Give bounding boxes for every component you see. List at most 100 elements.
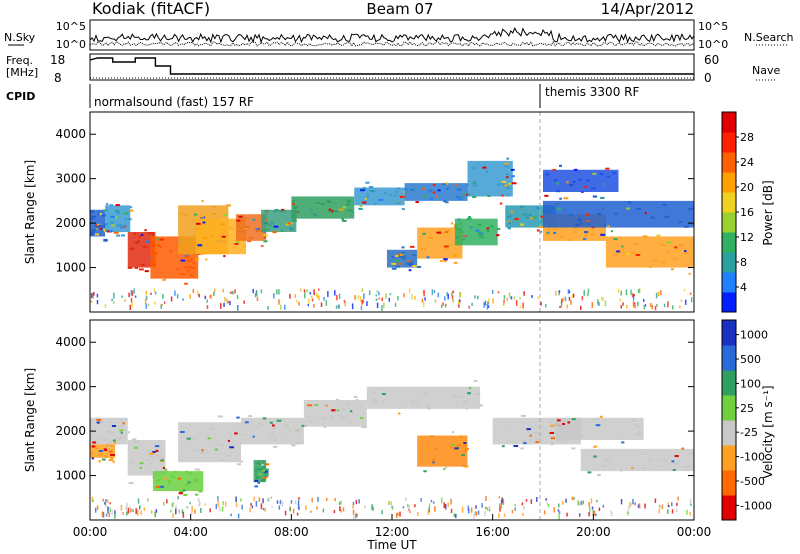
velocity-scatter-cell	[229, 435, 232, 438]
velocity-scatter-cell	[261, 469, 266, 472]
power-scatter-cell	[346, 200, 352, 203]
velocity-ground-speckle	[523, 506, 525, 510]
power-scatter-cell	[443, 260, 446, 263]
power-scatter-cell	[456, 188, 462, 191]
power-scatter-cell	[281, 229, 284, 232]
velocity-ground-speckle	[217, 501, 220, 508]
power-scatter-cell	[180, 259, 186, 262]
power-ground-speckle	[206, 299, 209, 303]
velocity-ground-speckle	[111, 509, 113, 515]
velocity-scatter-cell	[108, 450, 113, 453]
velocity-ground-speckle	[545, 498, 547, 501]
velocity-scatter-cell	[112, 460, 115, 463]
power-scatter-cell	[328, 210, 333, 213]
power-ground-speckle	[437, 292, 440, 298]
velocity-scatter-cell	[260, 479, 264, 482]
velocity-colorbar-tick-label: -1000	[740, 499, 772, 512]
velocity-scatter-cell	[186, 443, 189, 446]
power-ground-speckle	[375, 298, 378, 302]
power-scatter-cell	[192, 262, 196, 265]
power-ground-speckle	[568, 290, 571, 293]
velocity-scatter-cell	[349, 410, 353, 413]
velocity-ground-speckle	[364, 505, 366, 509]
velocity-ground-speckle	[102, 498, 105, 502]
power-ytick-label: 1000	[55, 261, 86, 275]
velocity-scatter-cell	[533, 432, 539, 435]
power-ground-speckle	[570, 300, 572, 305]
velocity-scatter-cell	[119, 418, 122, 421]
velocity-scatter-cell	[462, 444, 468, 447]
power-colorbar-segment	[722, 112, 736, 133]
velocity-ground-speckle	[579, 513, 581, 517]
velocity-ground-speckle	[577, 500, 579, 506]
velocity-ground-speckle	[264, 507, 266, 512]
power-scatter-cell	[369, 189, 374, 192]
velocity-scatter-cell	[264, 463, 270, 466]
power-scatter-cell	[614, 253, 618, 256]
velocity-ground-speckle	[390, 501, 392, 506]
power-ground-speckle	[121, 295, 123, 298]
velocity-scatter-cell	[510, 430, 513, 433]
power-scatter-cell	[184, 214, 187, 217]
power-scatter-cell	[313, 214, 318, 217]
power-ground-speckle	[362, 300, 364, 303]
power-ground-speckle	[633, 302, 636, 305]
power-scatter-cell	[445, 231, 449, 234]
velocity-scatter-cell	[194, 493, 199, 496]
power-scatter-cell	[189, 260, 192, 263]
velocity-ground-speckle	[356, 513, 358, 517]
power-scatter-cell	[266, 228, 270, 231]
power-ground-speckle	[671, 305, 674, 310]
power-scatter-cell	[475, 229, 480, 232]
power-scatter-cell	[408, 269, 412, 272]
velocity-ground-speckle	[588, 502, 590, 508]
power-scatter-band	[605, 236, 694, 268]
power-scatter-cell	[586, 179, 590, 182]
power-scatter-cell	[545, 173, 550, 176]
power-ground-speckle	[397, 295, 399, 301]
power-ground-speckle	[597, 299, 599, 305]
velocity-ground-speckle	[676, 502, 678, 506]
velocity-ground-speckle	[414, 504, 416, 508]
velocity-scatter-cell	[194, 468, 200, 471]
velocity-scatter-cell	[634, 423, 638, 426]
power-scatter-cell	[539, 219, 544, 222]
velocity-scatter-cell	[671, 460, 675, 463]
power-scatter-cell	[236, 219, 241, 222]
power-scatter-cell	[331, 210, 334, 213]
power-scatter-cell	[269, 224, 273, 227]
velocity-scatter-cell	[111, 458, 114, 461]
power-scatter-cell	[416, 265, 422, 268]
power-scatter-cell	[221, 235, 226, 238]
velocity-scatter-band	[555, 417, 644, 440]
velocity-ground-speckle	[637, 504, 640, 508]
velocity-ground-speckle	[388, 500, 390, 505]
velocity-ground-speckle	[689, 498, 692, 504]
power-scatter-cell	[263, 234, 269, 237]
velocity-scatter-cell	[194, 478, 199, 481]
power-scatter-cell	[98, 224, 102, 227]
power-ground-speckle	[304, 292, 306, 299]
power-ground-speckle	[503, 295, 506, 300]
power-ground-speckle	[313, 289, 315, 296]
velocity-ground-speckle	[620, 498, 623, 505]
velocity-ground-speckle	[632, 499, 634, 505]
velocity-scatter-cell	[155, 449, 159, 452]
power-ground-speckle	[128, 292, 130, 298]
power-scatter-cell	[141, 233, 144, 236]
power-ground-speckle	[510, 296, 513, 300]
power-scatter-cell	[342, 219, 347, 222]
power-ground-speckle	[133, 288, 135, 294]
power-scatter-cell	[265, 218, 268, 221]
velocity-scatter-cell	[98, 460, 101, 463]
velocity-scatter-cell	[646, 451, 649, 454]
velocity-colorbar-segment	[722, 445, 736, 471]
power-colorbar-segment	[722, 292, 736, 313]
power-ground-speckle	[131, 290, 134, 296]
velocity-ground-speckle	[105, 501, 107, 508]
velocity-ground-speckle	[155, 509, 158, 513]
power-scatter-cell	[674, 246, 678, 249]
velocity-ground-speckle	[644, 503, 646, 509]
power-scatter-cell	[351, 211, 354, 214]
velocity-scatter-cell	[535, 441, 539, 444]
